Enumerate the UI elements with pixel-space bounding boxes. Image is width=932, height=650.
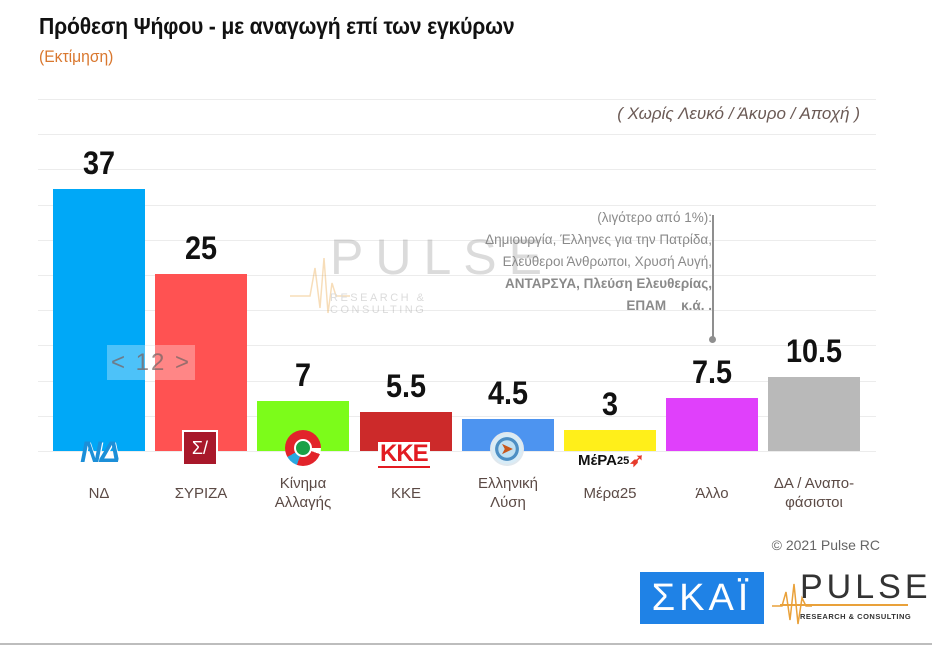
bottom-divider (0, 643, 932, 645)
watermark-word: PULSE (330, 229, 554, 285)
category-label-line: Λύση (490, 494, 526, 511)
category-label-line: Άλλο (695, 485, 729, 502)
gridline (38, 415, 876, 417)
category-label: Κίνημα Αλλαγής (243, 474, 363, 512)
skai-logo: ΣΚΑΪ (640, 572, 764, 624)
bar-value-label: 37 (82, 145, 116, 181)
mera25-swoosh-icon: ➶ (629, 450, 645, 470)
gridline (38, 204, 876, 206)
annotation-line: Ελεύθεροι Άνθρωποι, Χρυσή Αυγή, (502, 254, 712, 269)
pulse-logo-line (780, 604, 908, 606)
category-label-line: Κίνημα (279, 475, 327, 492)
gridline (38, 380, 876, 382)
category-label-line: ΣΥΡΙΖΑ (174, 485, 228, 502)
mera25-logo-text: ΜέΡΑ (578, 452, 617, 469)
category-label-line: ΔΑ / Αναπο- (773, 475, 855, 492)
annotation-note: (λιγότερο από 1%): Δημιουργία, Έλληνες γ… (485, 207, 712, 317)
bar-value-label: 4.5 (487, 375, 529, 411)
bar-value-label: 3 (601, 386, 619, 422)
annotation-line: ΕΠΑΜ κ.ά. . (626, 298, 712, 313)
annotation-line: Δημιουργία, Έλληνες για την Πατρίδα, (485, 232, 712, 247)
gridline (38, 99, 876, 100)
bar (564, 430, 656, 451)
category-label: Άλλο (652, 484, 772, 503)
elliniki-lysi-logo-icon: ➤ (490, 432, 524, 466)
kinal-logo-icon (285, 430, 321, 466)
gridline (38, 451, 876, 452)
category-label-line: Αλλαγής (274, 494, 332, 511)
bar (768, 377, 860, 451)
bar (53, 189, 145, 451)
annotation-line: (λιγότερο από 1%): (597, 210, 712, 225)
pulse-logo-sub: RESEARCH & CONSULTING (800, 612, 912, 621)
category-label-line: Ελληνική (477, 475, 539, 492)
pulse-wave-icon (290, 257, 350, 314)
bar-value-label: 7 (294, 357, 312, 393)
category-label: Ελληνική Λύση (448, 474, 568, 512)
mera25-logo-number: 25 (617, 454, 630, 467)
watermark-sub: RESEARCH & CONSULTING (330, 292, 427, 316)
bar (155, 274, 247, 451)
category-label-line: Μέρα25 (583, 485, 637, 502)
bar-value-label: 10.5 (785, 333, 843, 369)
category-label: ΝΔ (39, 484, 159, 503)
kke-logo-icon: ΚΚΕ (378, 440, 430, 468)
pulse-logo: PULSE RESEARCH & CONSULTING (772, 568, 928, 626)
category-label-line: φάσιστοι (785, 494, 843, 511)
annotation-line: ΑΝΤΑΡΣΥΑ, Πλεύση Ελευθερίας, (504, 276, 712, 291)
chart-title: Πρόθεση Ψήφου - με αναγωγή επί των εγκύρ… (39, 13, 515, 39)
gridline (38, 134, 876, 136)
watermark: PULSE RESEARCH & CONSULTING (290, 228, 542, 318)
category-label: Μέρα25 (550, 484, 670, 503)
pulse-wave-icon (772, 583, 812, 625)
bar (666, 398, 758, 451)
category-label: ΣΥΡΙΖΑ (141, 484, 261, 503)
mera25-logo-icon: ΜέΡΑ 25 ➶ (578, 450, 644, 471)
chart-note: ( Χωρίς Λευκό / Άκυρο / Αποχή ) (617, 104, 860, 123)
gridline (38, 345, 876, 347)
annotation-connector (712, 215, 714, 338)
pagination-overlay[interactable]: < 12 > (107, 345, 195, 380)
gridline (38, 310, 876, 312)
nd-logo-icon: ΝΔ (80, 436, 120, 469)
bar-value-label: 5.5 (385, 368, 427, 404)
chart-subtitle: (Εκτίμηση) (39, 47, 114, 66)
gridline (38, 169, 876, 171)
gridline (38, 275, 876, 276)
bar-value-label: 7.5 (691, 354, 733, 390)
pulse-logo-word: PULSE (800, 568, 932, 606)
gridline (38, 239, 876, 241)
syriza-logo-icon: Σ/ (182, 430, 218, 466)
category-label: ΔΑ / Αναπο-φάσιστοι (754, 474, 874, 512)
category-label: ΚΚΕ (346, 484, 466, 503)
copyright: © 2021 Pulse RC (771, 537, 880, 553)
annotation-connector-dot (709, 336, 716, 343)
category-label-line: ΝΔ (88, 485, 110, 502)
bar-value-label: 25 (184, 230, 218, 266)
category-label-line: ΚΚΕ (390, 485, 421, 502)
